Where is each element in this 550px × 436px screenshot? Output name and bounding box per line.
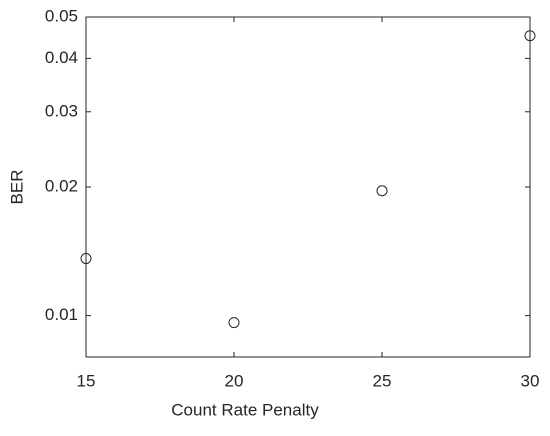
y-axis-label: BER <box>7 170 26 205</box>
x-tick-label: 25 <box>373 371 392 390</box>
x-axis-label: Count Rate Penalty <box>171 400 319 419</box>
marker <box>228 317 240 329</box>
y-tick-label: 0.02 <box>45 176 78 195</box>
y-tick-label: 0.04 <box>45 48 78 67</box>
marker <box>524 30 536 42</box>
x-tick-label: 15 <box>77 371 96 390</box>
y-tick-label: 0.03 <box>45 101 78 120</box>
y-tick-label: 0.01 <box>45 305 78 324</box>
marker <box>80 253 92 265</box>
x-tick-label: 30 <box>521 371 540 390</box>
x-tick-label: 20 <box>225 371 244 390</box>
y-tick-label: 0.05 <box>45 6 78 25</box>
axes-box <box>85 16 531 358</box>
marker <box>376 185 388 197</box>
